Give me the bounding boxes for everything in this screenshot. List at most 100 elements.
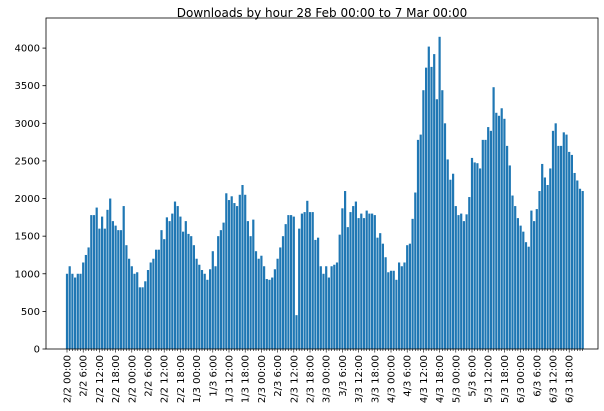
bar (117, 230, 120, 349)
bar (535, 209, 538, 349)
y-tick-label: 4000 (15, 44, 40, 55)
bar (581, 191, 584, 349)
bar (554, 123, 557, 350)
y-tick-label: 1500 (15, 232, 40, 243)
bar (98, 228, 101, 349)
bar (306, 200, 309, 349)
bar (503, 118, 506, 350)
x-tick-label: 2/2 00:00 (127, 355, 138, 403)
bar (209, 269, 212, 349)
bar (481, 139, 484, 349)
bar (227, 200, 231, 349)
bar (362, 218, 366, 349)
bar (470, 157, 474, 349)
bar (71, 273, 74, 349)
x-tick-label: 2/2 12:00 (95, 355, 106, 403)
bar (109, 198, 112, 349)
bar (238, 194, 241, 349)
bar (462, 221, 465, 349)
bar (254, 251, 258, 349)
bar (206, 279, 209, 349)
bar (176, 206, 179, 349)
bar (414, 192, 417, 349)
bar (389, 270, 393, 349)
bar (90, 215, 93, 349)
bar (252, 219, 255, 349)
bar (433, 54, 436, 349)
bar (295, 315, 298, 349)
bar (357, 218, 360, 349)
x-tick-label: 2/3 6:00 (273, 355, 284, 397)
bar (179, 216, 182, 349)
bar (419, 134, 422, 349)
bar (325, 266, 328, 349)
bar (454, 206, 457, 349)
bar (138, 287, 141, 349)
bar (473, 162, 476, 349)
bar (149, 262, 152, 349)
bar (495, 112, 498, 349)
bar (300, 213, 303, 349)
bar (128, 258, 131, 349)
bar (430, 66, 433, 349)
bar (298, 228, 301, 349)
bar (190, 236, 193, 349)
bar (284, 224, 287, 349)
bar (403, 262, 406, 349)
bar (198, 264, 201, 349)
x-tick-label: 3/3 12:00 (354, 355, 365, 403)
bar (87, 247, 90, 349)
x-tick-label: 1/3 18:00 (241, 355, 252, 403)
bar (492, 87, 495, 349)
bar (365, 210, 368, 349)
y-tick-label: 0 (34, 345, 40, 356)
bar (314, 239, 317, 349)
y-tick-label: 500 (21, 307, 40, 318)
y-tick-label: 3000 (15, 119, 40, 130)
bar (443, 123, 447, 350)
bar (465, 214, 468, 349)
bar (395, 279, 398, 349)
bar (152, 258, 155, 349)
bar (68, 266, 71, 349)
y-tick-label: 2000 (15, 194, 40, 205)
bar (230, 196, 233, 349)
bar (95, 207, 98, 349)
bar (276, 258, 279, 349)
bar (333, 264, 336, 349)
bar (562, 132, 565, 349)
bar (311, 212, 314, 349)
bar (184, 221, 187, 349)
bar (422, 90, 425, 349)
bar (327, 277, 330, 349)
bar (236, 206, 239, 349)
bar (435, 99, 438, 349)
bar (406, 245, 409, 349)
bar (163, 239, 166, 349)
bar (330, 266, 333, 349)
x-tick-label: 5/3 6:00 (468, 355, 479, 397)
bar (560, 145, 563, 349)
bar (522, 231, 525, 349)
bar (449, 179, 452, 349)
bar (368, 213, 371, 349)
bar (533, 221, 536, 349)
bar (408, 243, 411, 349)
bar (452, 173, 455, 349)
bar (319, 266, 322, 349)
x-tick-label: 6/3 18:00 (565, 355, 576, 403)
bar (82, 262, 85, 349)
bar (265, 279, 268, 349)
bar (338, 234, 341, 349)
bar (225, 193, 228, 349)
bar (457, 215, 460, 349)
bar (290, 215, 293, 349)
bar (514, 206, 517, 349)
x-tick-label: 2/2 12:00 (160, 355, 171, 403)
bar (192, 245, 195, 349)
x-tick-label: 1/3 00:00 (192, 355, 203, 403)
bar (214, 266, 217, 349)
bar (136, 272, 139, 349)
bar (281, 236, 285, 349)
chart-title: Downloads by hour 28 Feb 00:00 to 7 Mar … (177, 6, 467, 20)
